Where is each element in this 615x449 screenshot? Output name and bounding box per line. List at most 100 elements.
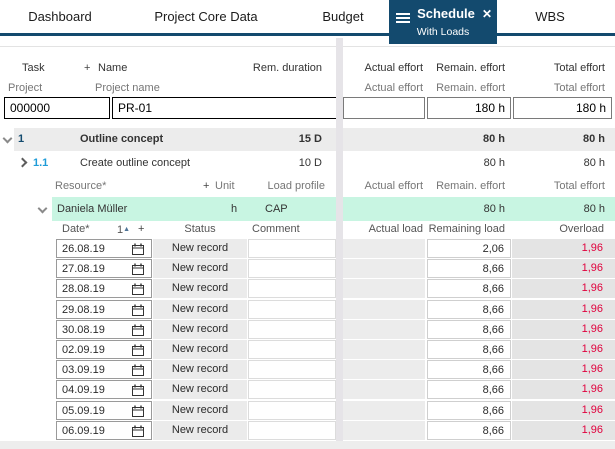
project-remain-effort-field[interactable] (427, 97, 511, 119)
date-field[interactable]: 28.08.19 (56, 279, 152, 299)
comment-field[interactable] (248, 420, 336, 440)
comment-field[interactable] (248, 400, 336, 420)
collapse-chevron-icon[interactable] (37, 203, 48, 214)
hamburger-menu-icon[interactable] (396, 13, 410, 24)
comment-field[interactable] (248, 380, 336, 400)
tab-project-core-data[interactable]: Project Core Data (154, 9, 258, 24)
remaining-load-field[interactable]: 8,66 (427, 259, 511, 279)
tab-budget[interactable]: Budget (322, 9, 364, 24)
col-header-total-effort[interactable]: Total effort (553, 180, 605, 192)
remaining-load-field[interactable]: 2,06 (427, 239, 511, 258)
remaining-load-field[interactable]: 8,66 (427, 339, 511, 359)
col-header-overload[interactable]: Overload (559, 223, 604, 235)
table-row: 27.08.19 New record 8,66 1,96 (0, 259, 615, 279)
collapse-chevron-icon[interactable] (2, 133, 13, 144)
table-row: 02.09.19 New record 8,66 1,96 (0, 339, 615, 360)
calendar-icon[interactable] (132, 384, 144, 397)
date-field[interactable]: 04.09.19 (56, 380, 152, 400)
project-total-effort-field[interactable] (513, 97, 612, 119)
project-id-field[interactable] (4, 97, 110, 119)
bottom-scroll-strip[interactable] (0, 441, 615, 449)
col-header-actual-load[interactable]: Actual load (368, 223, 423, 235)
col-header-status[interactable]: Status (184, 223, 216, 235)
close-icon[interactable]: ✕ (481, 7, 492, 21)
comment-field[interactable] (248, 360, 336, 380)
calendar-icon[interactable] (132, 425, 144, 437)
col-header-date[interactable]: Date* (62, 223, 90, 235)
table-row[interactable]: Daniela Müller h CAP 80 h 80 h (0, 197, 615, 221)
actual-load-cell (343, 319, 425, 339)
table-top-border (0, 46, 615, 47)
remaining-load-field[interactable]: 8,66 (427, 279, 511, 299)
calendar-icon[interactable] (132, 263, 144, 276)
expand-chevron-icon[interactable] (17, 157, 28, 168)
col-header-unit[interactable]: Unit (215, 180, 235, 192)
comment-field[interactable] (248, 319, 336, 339)
calendar-icon[interactable] (132, 364, 144, 377)
remaining-load-field[interactable]: 8,66 (427, 319, 511, 339)
add-load-column-button[interactable]: + (138, 223, 145, 235)
date-field[interactable]: 29.08.19 (56, 299, 152, 319)
remaining-load-field[interactable]: 8,66 (427, 299, 511, 319)
comment-field[interactable] (248, 259, 336, 279)
tab-dashboard[interactable]: Dashboard (28, 9, 92, 24)
sort-order-number: 1 (117, 224, 124, 236)
col-header-remain-effort[interactable]: Remain. effort (436, 62, 505, 74)
overload-value: 1,96 (512, 420, 615, 440)
overload-value: 1,96 (512, 239, 615, 258)
table-row[interactable]: 1.1 Create outline concept 10 D 80 h 80 … (0, 152, 615, 174)
col-header-resource[interactable]: Resource* (55, 180, 107, 192)
date-field[interactable]: 05.09.19 (56, 400, 152, 420)
remaining-load-field[interactable]: 8,66 (427, 360, 511, 380)
comment-field[interactable] (248, 279, 336, 299)
table-row: 30.08.19 New record 8,66 1,96 (0, 319, 615, 340)
comment-field[interactable] (248, 299, 336, 319)
date-field[interactable]: 27.08.19 (56, 259, 152, 279)
task-number: 1 (18, 133, 25, 145)
project-actual-effort-field[interactable] (343, 97, 425, 119)
calendar-icon[interactable] (132, 243, 144, 255)
add-column-button[interactable]: + (84, 62, 91, 74)
date-field[interactable]: 06.09.19 (56, 420, 152, 440)
project-name-field[interactable] (112, 97, 338, 119)
resource-remain-effort: 80 h (483, 203, 505, 215)
col-header-load-profile[interactable]: Load profile (267, 180, 326, 192)
overload-value: 1,96 (512, 299, 615, 319)
overload-value: 1,96 (512, 360, 615, 380)
add-resource-column-button[interactable]: + (203, 180, 210, 192)
tab-wbs[interactable]: WBS (535, 9, 565, 24)
col-header-rem-duration[interactable]: Rem. duration (252, 62, 322, 74)
sort-indicator[interactable]: 1▲ (117, 221, 130, 239)
pane-splitter[interactable] (336, 38, 343, 441)
col-header-total-effort[interactable]: Total effort (553, 62, 605, 74)
subheader-project-name: Project name (95, 82, 160, 94)
calendar-icon[interactable] (132, 405, 144, 417)
remaining-load-field[interactable]: 8,66 (427, 380, 511, 400)
col-header-actual-effort[interactable]: Actual effort (364, 62, 424, 74)
col-header-remaining-load[interactable]: Remaining load (428, 223, 505, 235)
col-header-remain-effort[interactable]: Remain. effort (436, 180, 505, 192)
tab-schedule[interactable]: Schedule ✕ With Loads (389, 0, 497, 44)
comment-field[interactable] (248, 339, 336, 359)
date-field[interactable]: 26.08.19 (56, 239, 152, 258)
task-total-effort: 80 h (582, 133, 605, 145)
calendar-icon[interactable] (132, 304, 144, 316)
date-field[interactable]: 03.09.19 (56, 360, 152, 380)
col-header-actual-effort[interactable]: Actual effort (364, 180, 424, 192)
comment-field[interactable] (248, 239, 336, 258)
calendar-icon[interactable] (132, 283, 144, 296)
date-field[interactable]: 02.09.19 (56, 339, 152, 359)
status-cell: New record (153, 279, 247, 299)
table-row[interactable]: 1 Outline concept 15 D 80 h 80 h (0, 128, 615, 151)
status-cell: New record (153, 360, 247, 380)
date-field[interactable]: 30.08.19 (56, 319, 152, 339)
col-header-comment[interactable]: Comment (252, 223, 300, 235)
calendar-icon[interactable] (132, 344, 144, 356)
calendar-icon[interactable] (132, 324, 144, 336)
task-name: Outline concept (80, 133, 164, 145)
col-header-task[interactable]: Task (22, 62, 45, 74)
remaining-load-field[interactable]: 8,66 (427, 420, 511, 440)
col-header-name[interactable]: Name (98, 62, 128, 74)
overload-value: 1,96 (512, 259, 615, 279)
remaining-load-field[interactable]: 8,66 (427, 400, 511, 420)
